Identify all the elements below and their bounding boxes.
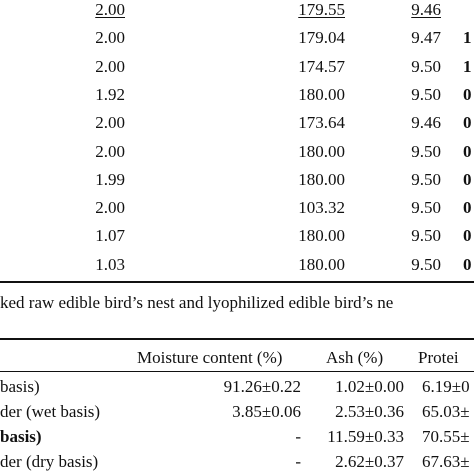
- table1-cell-b: 103.32: [298, 198, 345, 217]
- table2-cell-ash: 11.59±0.33: [327, 427, 404, 446]
- table1-cell-a: 2.00: [95, 28, 125, 47]
- header-ash: Ash (%): [326, 348, 384, 367]
- table2-cell-protein: 6.19±0: [422, 377, 470, 396]
- table-bottom-rule: [0, 281, 474, 283]
- table1-cell-d: 1: [463, 57, 472, 76]
- table1-cell-b: 179.55: [298, 0, 345, 19]
- table1-cell-d: 0: [463, 198, 472, 217]
- table2-cell-protein: 70.55±: [422, 427, 470, 446]
- header-moisture: Moisture content (%): [137, 348, 283, 367]
- table2-cell-moisture: -: [295, 452, 301, 471]
- table1-cell-a: 1.03: [95, 255, 125, 274]
- table1-cell-a: 1.92: [95, 85, 125, 104]
- table1-cell-c: 9.50: [411, 142, 441, 161]
- table2-cell-moisture: 91.26±0.22: [223, 377, 301, 396]
- table1-cell-c: 9.50: [411, 85, 441, 104]
- table2-row-label: basis): [0, 377, 40, 396]
- table2-cell-moisture: -: [295, 427, 301, 446]
- table1-cell-c: 9.50: [411, 255, 441, 274]
- table1-cell-a: 2.00: [95, 113, 125, 132]
- header-rule: [0, 371, 474, 372]
- table1-cell-d: 0: [463, 85, 472, 104]
- table1-cell-c: 9.47: [411, 28, 441, 47]
- table1-cell-c: 9.46: [411, 0, 441, 19]
- table1-cell-a: 2.00: [95, 0, 125, 19]
- table1-cell-b: 173.64: [298, 113, 345, 132]
- table1-cell-d: 0: [463, 113, 472, 132]
- table2-cell-ash: 1.02±0.00: [335, 377, 404, 396]
- header-protein: Protei: [418, 348, 459, 367]
- table2-row-label: der (wet basis): [0, 402, 101, 421]
- table1-cell-d: 0: [463, 142, 472, 161]
- table1-cell-d: 0: [463, 255, 472, 274]
- table-caption: ked raw edible bird’s nest and lyophiliz…: [0, 293, 394, 312]
- table2-cell-protein: 67.63±: [422, 452, 470, 471]
- table1-cell-b: 180.00: [298, 85, 345, 104]
- table2-row-label: basis): [0, 427, 42, 446]
- table2-cell-moisture: 3.85±0.06: [232, 402, 301, 421]
- table1-cell-c: 9.46: [411, 113, 441, 132]
- table1-cell-d: 0: [463, 170, 472, 189]
- table2-cell-protein: 65.03±: [422, 402, 470, 421]
- table1-cell-a: 2.00: [95, 57, 125, 76]
- table1-cell-a: 2.00: [95, 142, 125, 161]
- table1-cell-a: 1.99: [95, 170, 125, 189]
- table1-cell-b: 180.00: [298, 255, 345, 274]
- table2-cell-ash: 2.62±0.37: [335, 452, 404, 471]
- table1-cell-c: 9.50: [411, 226, 441, 245]
- table1-cell-b: 180.00: [298, 226, 345, 245]
- table1-cell-a: 2.00: [95, 198, 125, 217]
- table1-cell-b: 179.04: [298, 28, 345, 47]
- table2-row-label: der (dry basis): [0, 452, 99, 471]
- table1-cell-d: 1: [463, 28, 472, 47]
- table1-cell-b: 180.00: [298, 170, 345, 189]
- table1-cell-c: 9.50: [411, 170, 441, 189]
- table-top-rule: [0, 338, 474, 340]
- table1-cell-b: 180.00: [298, 142, 345, 161]
- table1-cell-c: 9.50: [411, 198, 441, 217]
- table1-cell-d: 0: [463, 226, 472, 245]
- table1-cell-c: 9.50: [411, 57, 441, 76]
- table1-cell-b: 174.57: [298, 57, 345, 76]
- table2-cell-ash: 2.53±0.36: [335, 402, 404, 421]
- table1-cell-a: 1.07: [95, 226, 125, 245]
